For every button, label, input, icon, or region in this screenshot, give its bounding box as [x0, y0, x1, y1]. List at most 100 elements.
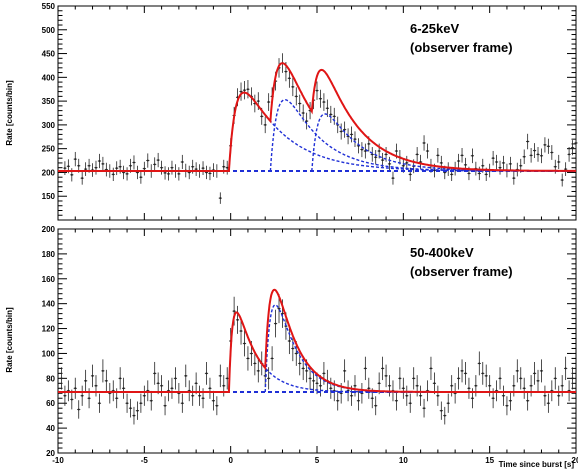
data-point — [153, 361, 157, 385]
data-point — [101, 156, 105, 171]
data-point — [408, 393, 412, 413]
data-point — [194, 162, 198, 176]
data-point — [97, 393, 102, 413]
top-energy-band-label: 6-25keV — [410, 21, 459, 36]
data-point — [332, 107, 336, 125]
data-point — [63, 161, 67, 176]
data-point — [170, 377, 174, 399]
data-point — [384, 364, 388, 388]
data-point — [329, 377, 333, 399]
data-point — [208, 377, 212, 399]
data-point — [443, 406, 447, 425]
data-point — [536, 369, 540, 392]
data-point — [381, 356, 385, 381]
data-point — [408, 167, 412, 182]
data-point — [336, 390, 340, 411]
data-point — [111, 167, 115, 182]
y-tick-label: 350 — [42, 97, 56, 106]
top-panel: 150 200 250 300 350 400 450 500 550 Rate [counts… — [5, 2, 578, 221]
data-point — [90, 364, 95, 388]
data-point — [539, 148, 544, 164]
y-tick-label: 500 — [42, 26, 56, 35]
data-point — [156, 152, 160, 168]
x-tick-label: -10 — [52, 456, 64, 465]
data-point — [339, 123, 343, 140]
data-point — [132, 406, 136, 425]
data-point — [308, 367, 312, 390]
data-point — [356, 390, 361, 411]
data-point — [270, 346, 274, 371]
data-point — [546, 393, 550, 413]
data-point — [315, 81, 319, 100]
y-tick-label: 200 — [42, 225, 56, 234]
data-point — [374, 396, 378, 416]
data-point — [446, 393, 450, 413]
data-point — [97, 153, 102, 169]
data-point — [115, 161, 119, 176]
data-point — [515, 359, 519, 383]
data-point — [94, 160, 98, 175]
data-point — [422, 398, 426, 418]
data-point — [387, 156, 392, 171]
data-point — [84, 162, 88, 176]
data-point — [215, 396, 219, 416]
data-point — [239, 317, 243, 345]
bottom-axis-ticks: 20 40 60 80 100 120 140 160 180 200 -10 -5 0 5 10 15 20 — [42, 225, 578, 465]
data-point — [491, 150, 495, 166]
data-point — [429, 356, 433, 381]
data-point — [353, 131, 357, 147]
data-point — [322, 93, 326, 111]
data-point — [477, 351, 481, 376]
x-axis-label: Time since burst [s] — [499, 460, 575, 469]
bottom-y-axis-label: Rate [counts/bin] — [5, 307, 14, 373]
data-point — [419, 385, 423, 406]
data-point — [225, 367, 229, 390]
x-tick-label: -5 — [141, 456, 149, 465]
data-point — [508, 156, 512, 171]
data-point — [246, 346, 250, 371]
data-point — [80, 171, 84, 185]
data-point — [118, 367, 122, 390]
data-point — [59, 367, 64, 390]
data-point — [467, 377, 471, 399]
data-point — [432, 372, 437, 395]
data-point — [460, 148, 464, 163]
data-point — [439, 401, 443, 420]
data-point — [532, 143, 537, 159]
data-point — [539, 359, 544, 383]
bottom-frame-label: (observer frame) — [410, 264, 513, 279]
data-point — [412, 367, 416, 390]
data-point — [242, 80, 247, 100]
data-point — [512, 171, 516, 185]
y-tick-label: 450 — [42, 50, 56, 59]
data-point — [526, 133, 530, 150]
data-point — [166, 167, 171, 181]
y-tick-label: 180 — [42, 250, 56, 259]
x-tick-label: 5 — [315, 456, 320, 465]
bottom-panel: 20 40 60 80 100 120 140 160 180 200 -10 -5 0 5 10 1520 … — [5, 225, 578, 469]
data-point — [543, 137, 547, 153]
data-point — [557, 385, 561, 406]
data-point — [522, 149, 526, 165]
data-point — [132, 155, 136, 170]
data-point — [218, 192, 222, 204]
pulse-component — [269, 98, 576, 172]
data-point — [526, 390, 530, 411]
data-point — [501, 385, 506, 406]
data-point — [239, 82, 243, 101]
top-plot-frame — [57, 5, 577, 221]
data-point — [405, 385, 409, 406]
data-point — [184, 364, 188, 388]
data-point — [273, 309, 278, 338]
data-point — [470, 148, 474, 164]
data-point — [201, 161, 205, 176]
data-point — [557, 154, 561, 170]
data-point — [101, 359, 105, 383]
data-point — [311, 369, 316, 392]
data-point — [153, 157, 157, 172]
data-point — [170, 160, 174, 175]
data-point — [84, 369, 88, 392]
data-point — [570, 140, 575, 156]
total-fit-curve — [58, 62, 576, 172]
data-point — [546, 138, 550, 154]
